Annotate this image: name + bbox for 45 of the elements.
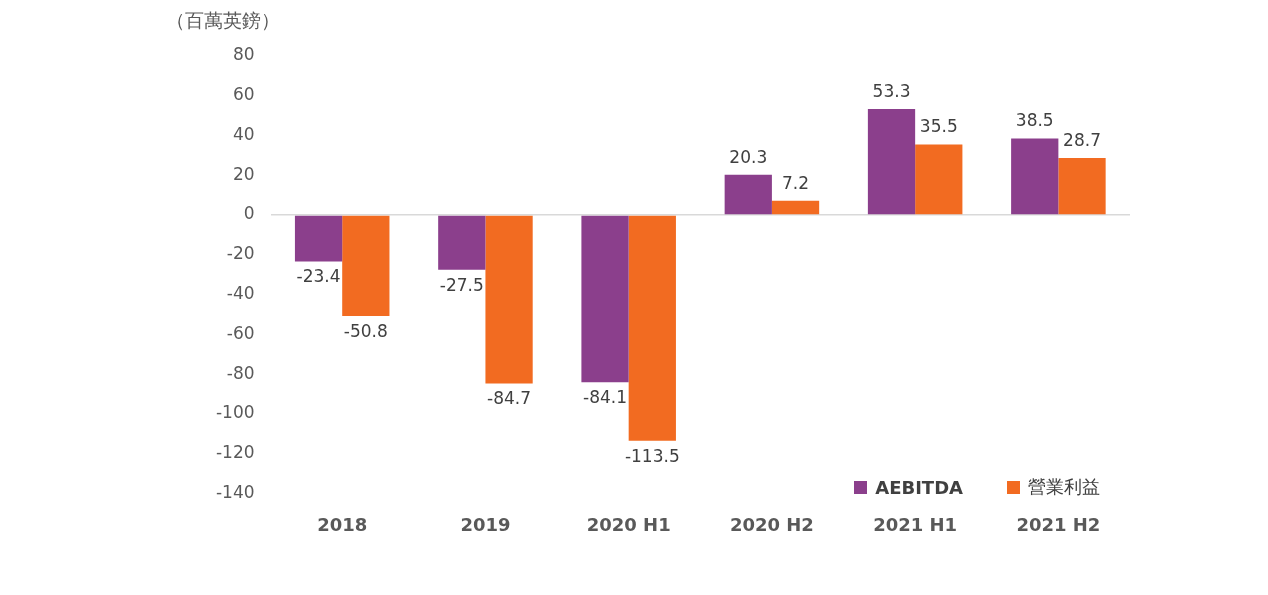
bar [485,215,533,384]
legend-label: AEBITDA [875,476,963,498]
data-label: -84.7 [487,388,532,409]
y-tick-label: 60 [232,84,255,105]
bar [1011,138,1059,215]
bar [724,174,772,215]
y-tick-label: -140 [215,481,255,502]
bar [915,144,963,215]
y-tick-label: -40 [226,283,255,303]
y-tick-label: 80 [232,44,255,65]
y-tick-label: 40 [232,123,255,144]
data-label: 28.7 [1063,129,1101,150]
data-label: 38.5 [1015,110,1054,131]
legend-label: 營業利益 [1028,475,1100,499]
data-label: -50.8 [343,320,388,341]
y-tick-label: -100 [215,402,255,423]
x-tick-label: 2020 H1 [586,513,671,535]
bar [342,215,390,317]
bar [628,215,676,441]
bar [867,109,916,215]
bar [438,215,486,270]
y-tick-label: -80 [226,362,255,383]
x-tick-label: 2021 H2 [1016,513,1101,535]
bar [294,215,343,262]
y-tick-label: -20 [226,243,255,264]
y-tick-label: -60 [226,322,255,343]
y-tick-label: 20 [232,163,255,184]
data-label: -113.5 [624,445,680,466]
data-label: 53.3 [872,81,911,102]
x-tick-label: 2020 H2 [729,513,814,535]
data-label: 7.2 [782,172,810,193]
bar [771,200,820,215]
y-tick-label: 0 [243,203,255,224]
data-label: 20.3 [729,146,768,167]
data-label: -27.5 [439,274,484,295]
x-tick-label: 2018 [317,513,368,535]
x-tick-label: 2021 H1 [873,513,958,535]
data-label: -23.4 [296,266,341,287]
bar [1058,157,1106,215]
data-label: -84.1 [583,387,628,408]
x-tick-label: 2019 [460,513,511,535]
bar [581,215,629,383]
y-axis-title: （百萬英鎊） [166,8,280,33]
y-tick-label: -120 [215,442,255,463]
data-label: 35.5 [919,116,958,137]
